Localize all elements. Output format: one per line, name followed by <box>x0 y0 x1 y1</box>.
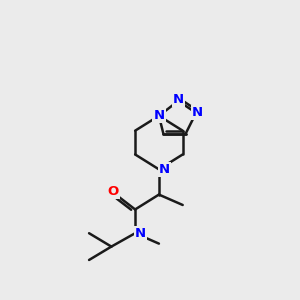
Text: N: N <box>159 163 170 176</box>
Text: N: N <box>135 227 146 240</box>
Text: N: N <box>153 109 164 122</box>
Text: O: O <box>107 184 118 197</box>
Text: N: N <box>173 93 184 106</box>
Text: N: N <box>192 106 203 119</box>
